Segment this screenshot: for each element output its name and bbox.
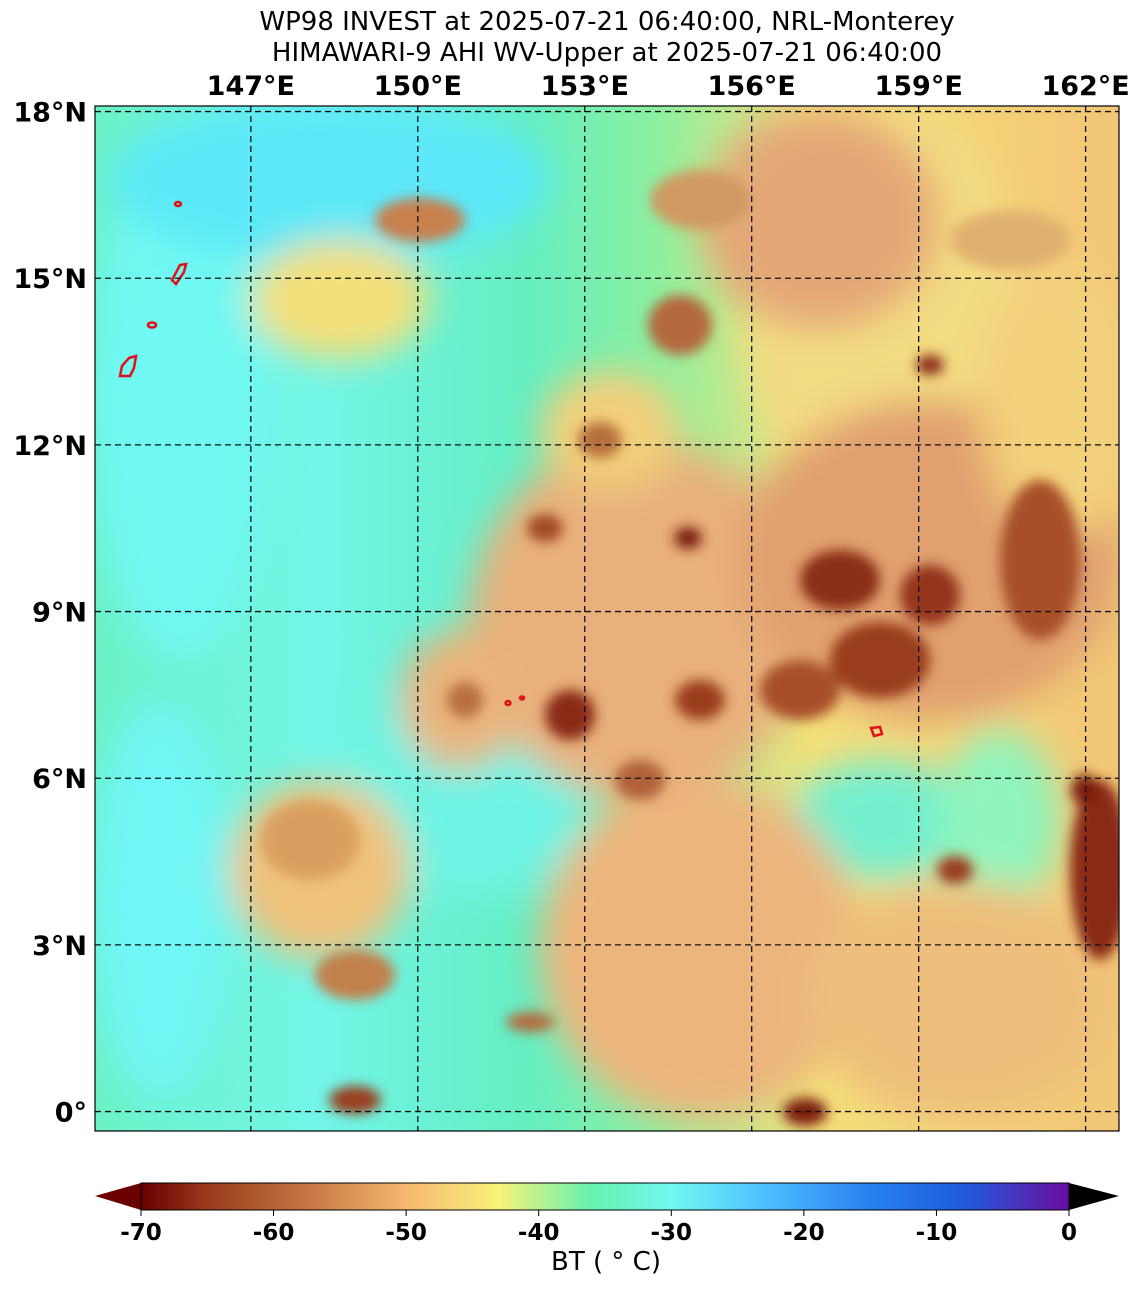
graticule-gridlines [95, 106, 1119, 1131]
plot-title-line1: WP98 INVEST at 2025-07-21 06:40:00, NRL-… [259, 7, 955, 37]
colorbar-tick-label-6: -10 [916, 1220, 958, 1246]
lat-tick-label-3: 9°N [32, 598, 87, 629]
map-frame [94, 105, 1120, 1132]
colorbar-tick-label-5: -20 [783, 1220, 825, 1246]
colorbar-tick-label-1: -60 [253, 1220, 295, 1246]
lat-tick-label-5: 3°N [32, 931, 87, 962]
colorbar-tick-label-0: -70 [120, 1220, 162, 1246]
water-vapor-imagery [95, 106, 1119, 1131]
latitude-tick-labels: 18°N 15°N 12°N 9°N 6°N 3°N 0° [13, 98, 87, 1129]
colorbar-gradient [140, 1182, 1070, 1211]
colorbar: -70 -60 -50 -40 -30 -20 -10 0 [95, 1182, 1119, 1246]
colorbar-under-arrow [95, 1183, 141, 1210]
lon-tick-label-5: 162°E [1041, 71, 1129, 102]
lon-tick-label-0: 147°E [207, 71, 295, 102]
lat-tick-label-1: 15°N [13, 264, 87, 295]
colorbar-tick-label-7: 0 [1061, 1220, 1077, 1246]
plot-title-line2: HIMAWARI-9 AHI WV-Upper at 2025-07-21 06… [271, 38, 943, 68]
colorbar-tick-label-2: -50 [385, 1220, 427, 1246]
lon-tick-label-1: 150°E [374, 71, 462, 102]
colorbar-tick-label-3: -40 [518, 1220, 560, 1246]
colorbar-label: BT ( ° C) [551, 1247, 661, 1277]
lon-tick-label-2: 153°E [541, 71, 629, 102]
lat-tick-label-0: 18°N [13, 98, 87, 129]
colorbar-tick-labels: -70 -60 -50 -40 -30 -20 -10 0 [120, 1210, 1077, 1246]
lat-tick-label-4: 6°N [32, 764, 87, 795]
lat-tick-label-6: 0° [55, 1098, 87, 1129]
colorbar-tick-label-4: -30 [651, 1220, 693, 1246]
longitude-tick-labels: 147°E 150°E 153°E 156°E 159°E 162°E [207, 71, 1130, 102]
lon-tick-label-4: 159°E [874, 71, 962, 102]
lat-tick-label-2: 12°N [13, 431, 87, 462]
coastline-outlines [118, 200, 884, 738]
lon-tick-label-3: 156°E [708, 71, 796, 102]
colorbar-over-arrow [1069, 1183, 1119, 1210]
